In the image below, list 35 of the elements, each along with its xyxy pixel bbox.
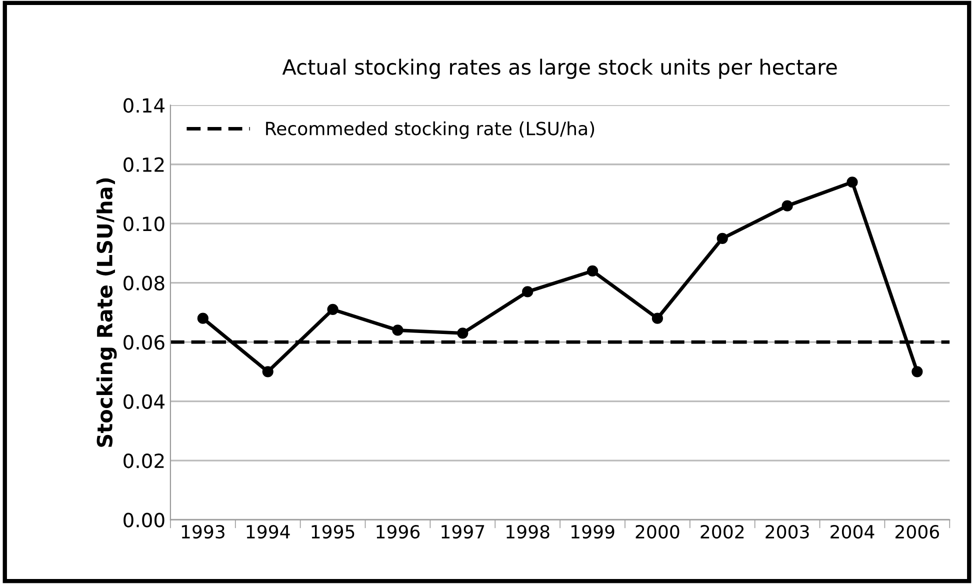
y-tick-label: 0.10	[124, 216, 164, 232]
x-tick-label: 1997	[442, 524, 484, 539]
x-tick-label: 2002	[700, 524, 744, 539]
x-tick-label: 1998	[506, 524, 550, 539]
x-tick-label: 2004	[830, 524, 874, 539]
y-tick-label: 0.12	[124, 157, 164, 172]
point	[392, 324, 404, 336]
x-tick-label: 2003	[766, 524, 809, 539]
point	[457, 328, 468, 339]
y-tick-label: 0.02	[124, 453, 164, 468]
point	[262, 366, 274, 378]
x-tick-label: 1994	[246, 524, 290, 539]
y-tick-label: 0.06	[124, 335, 164, 350]
point	[652, 312, 664, 324]
point	[197, 312, 208, 324]
x-tick-label: 1996	[376, 524, 420, 539]
point	[912, 366, 923, 378]
x-tick-label: 1993	[182, 524, 224, 539]
point	[586, 265, 598, 277]
x-tick-label: 2000	[636, 524, 680, 539]
point	[782, 200, 793, 212]
x-tick-label: 1999	[572, 524, 614, 539]
x-tick-label: 2006	[896, 524, 940, 539]
point	[327, 304, 338, 316]
point	[846, 176, 858, 188]
point	[522, 286, 534, 298]
y-axis-title: Stocking Rate (LSU/ha)	[96, 178, 117, 447]
y-tick-label: 0.08	[124, 276, 164, 290]
y-tick-label: 0.04	[124, 394, 164, 409]
point	[716, 232, 728, 244]
chart-title: Actual stocking rates as large stock units per hectare	[282, 58, 837, 79]
legend-label: Recommeded stocking rate (LSU/ha)	[266, 121, 594, 139]
y-tick-label: 0.00	[124, 512, 164, 528]
x-tick-label: 1995	[312, 524, 354, 539]
y-tick-label: 0.14	[124, 98, 164, 113]
